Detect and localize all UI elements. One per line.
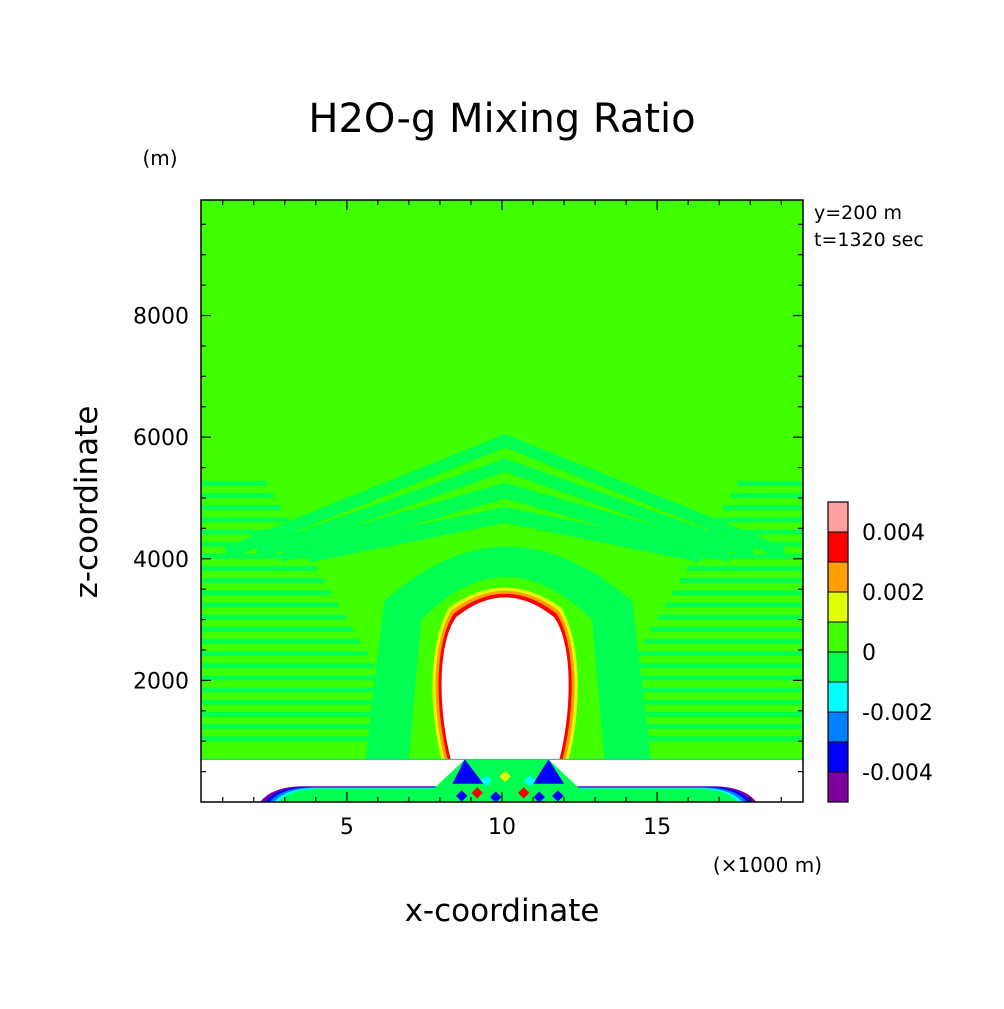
colorbar-swatch-9 — [827, 501, 849, 533]
colorbar-label-4: -0.004 — [862, 761, 933, 786]
colorbar: 0.004 0.002 0 -0.002 -0.004 — [827, 501, 933, 803]
cloud-region — [441, 597, 569, 760]
stripe-left-14 — [201, 566, 318, 571]
y-tick-label-2: 6000 — [133, 426, 189, 451]
stripe-right-17 — [708, 529, 803, 535]
stripe-left-7 — [201, 651, 368, 657]
stripe-left-18 — [201, 517, 289, 523]
funnel-left-edge — [452, 759, 484, 784]
x-tick-label-0: 5 — [340, 815, 354, 840]
arch-band-2 — [281, 482, 729, 563]
stripe-left-11 — [201, 602, 339, 608]
stripe-left-0 — [201, 736, 419, 742]
stripe-left-19 — [201, 505, 282, 511]
stripe-right-10 — [657, 614, 803, 620]
anomaly-spot-0 — [471, 787, 483, 799]
y-tick-label-3: 8000 — [133, 305, 189, 330]
colorbar-swatch-2 — [827, 711, 849, 743]
anomaly-spot-4 — [456, 790, 468, 802]
colorbar-label-0: 0.004 — [862, 521, 925, 546]
stripe-right-8 — [643, 639, 803, 644]
colorbar-swatch-7 — [827, 561, 849, 593]
stripe-right-7 — [636, 651, 803, 657]
y-unit-label: (m) — [142, 146, 177, 170]
colorbar-label-1: 0.002 — [862, 581, 925, 606]
anomaly-spot-8 — [524, 775, 536, 787]
stripe-right-21 — [737, 480, 803, 486]
arch-band-3 — [309, 507, 701, 563]
anomaly-spot-6 — [499, 770, 511, 783]
x-unit-label: (×1000 m) — [713, 853, 822, 877]
chart-title: H2O-g Mixing Ratio — [308, 96, 695, 142]
stripe-left-9 — [201, 626, 354, 632]
colorbar-swatch-0 — [827, 771, 849, 803]
plot-field — [201, 200, 803, 802]
colorbar-label-2: 0 — [862, 641, 876, 666]
x-tick-label-1: 10 — [488, 815, 516, 840]
stripe-right-4 — [614, 687, 803, 693]
stripe-right-18 — [715, 517, 803, 523]
stripe-left-2 — [201, 712, 404, 717]
stripe-left-1 — [201, 724, 411, 730]
anomaly-spot-7 — [480, 775, 493, 787]
colorbar-swatch-4 — [827, 651, 849, 683]
stripe-left-15 — [201, 553, 310, 559]
stripe-left-12 — [201, 590, 332, 596]
annotation-t: t=1320 sec — [814, 229, 924, 251]
anomaly-spot-5 — [552, 790, 564, 802]
stripe-left-20 — [201, 493, 274, 498]
y-tick-label-1: 4000 — [133, 548, 189, 573]
x-tick-label-2: 15 — [643, 815, 671, 840]
anomaly-spot-3 — [533, 791, 545, 802]
stripe-right-5 — [621, 675, 803, 681]
stripe-left-8 — [201, 639, 361, 644]
stripe-left-5 — [201, 675, 383, 681]
colorbar-swatch-5 — [827, 621, 849, 653]
surface-band-4 — [278, 788, 738, 802]
stripe-right-0 — [585, 736, 803, 742]
y-tick-label-0: 2000 — [133, 669, 189, 694]
colorbar-swatch-6 — [827, 591, 849, 623]
stripe-left-6 — [201, 663, 375, 669]
stripe-right-9 — [650, 626, 803, 632]
stripe-left-3 — [201, 699, 397, 705]
anomaly-spot-1 — [490, 791, 502, 802]
stripe-right-20 — [730, 493, 803, 498]
colorbar-swatch-8 — [827, 531, 849, 563]
stripe-right-14 — [686, 566, 803, 571]
stripe-right-1 — [593, 724, 803, 730]
colorbar-label-3: -0.002 — [862, 701, 933, 726]
stripe-left-17 — [201, 529, 296, 535]
stripe-right-3 — [607, 699, 803, 705]
colorbar-swatch-1 — [827, 741, 849, 773]
stripe-right-2 — [600, 712, 803, 717]
y-axis-label: z-coordinate — [69, 406, 105, 599]
stripe-right-12 — [672, 590, 803, 596]
annotation-y: y=200 m — [814, 202, 902, 224]
colorbar-frame — [827, 501, 849, 803]
stripe-left-10 — [201, 614, 347, 620]
x-axis-label: x-coordinate — [405, 893, 600, 929]
stripe-right-11 — [665, 602, 803, 608]
stripe-right-6 — [629, 663, 803, 669]
anomaly-spot-2 — [518, 787, 530, 799]
stripe-left-4 — [201, 687, 390, 693]
colorbar-swatch-3 — [827, 681, 849, 713]
stripe-left-21 — [201, 480, 267, 486]
stripe-right-19 — [722, 505, 803, 511]
stripe-right-13 — [679, 578, 803, 584]
stripe-left-13 — [201, 578, 325, 584]
axes-layer: 5 10 15 2000 4000 6000 8000 — [133, 199, 804, 840]
funnel-right-edge — [533, 759, 565, 784]
